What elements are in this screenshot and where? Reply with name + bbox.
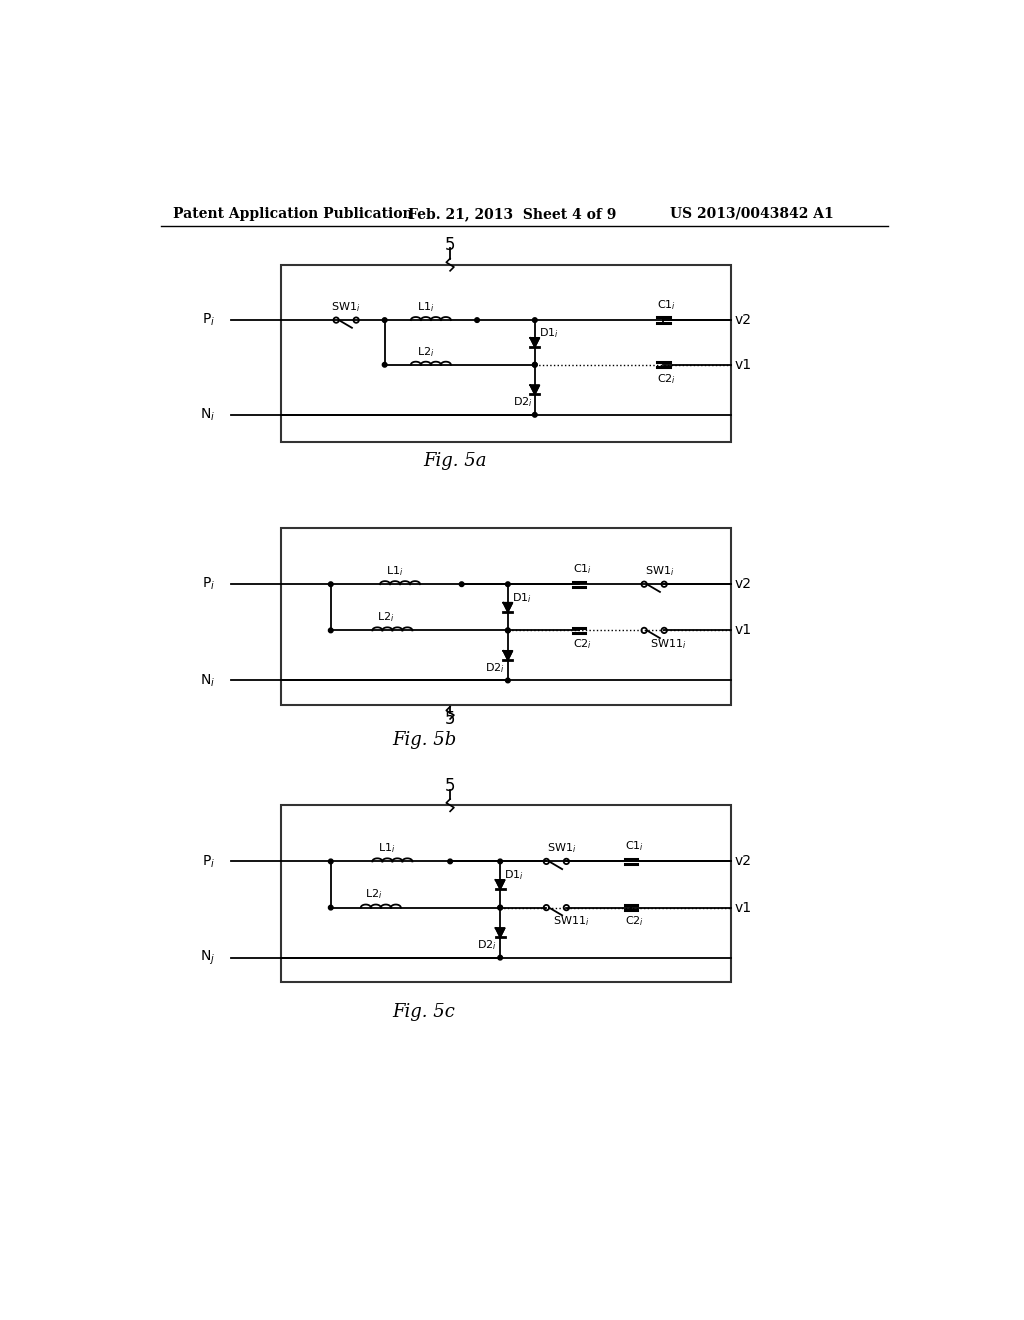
Circle shape xyxy=(329,859,333,863)
Text: C1$_i$: C1$_i$ xyxy=(572,562,592,576)
Text: v2: v2 xyxy=(735,313,752,327)
Text: SW1$_i$: SW1$_i$ xyxy=(547,841,577,855)
Text: Feb. 21, 2013  Sheet 4 of 9: Feb. 21, 2013 Sheet 4 of 9 xyxy=(408,207,616,220)
Text: v1: v1 xyxy=(735,623,753,638)
Text: SW1$_i$: SW1$_i$ xyxy=(645,564,674,578)
Circle shape xyxy=(532,318,538,322)
Text: v1: v1 xyxy=(735,358,753,372)
Circle shape xyxy=(382,318,387,322)
Text: C2$_i$: C2$_i$ xyxy=(657,372,676,385)
Text: D2$_i$: D2$_i$ xyxy=(477,939,497,952)
Text: L2$_i$: L2$_i$ xyxy=(417,345,434,359)
Polygon shape xyxy=(496,880,505,890)
Bar xyxy=(281,805,731,982)
Text: L2$_i$: L2$_i$ xyxy=(377,610,394,624)
Polygon shape xyxy=(496,928,505,937)
Text: C1$_i$: C1$_i$ xyxy=(625,840,644,853)
Text: US 2013/0043842 A1: US 2013/0043842 A1 xyxy=(670,207,834,220)
Text: C1$_i$: C1$_i$ xyxy=(657,298,676,312)
Text: SW11$_i$: SW11$_i$ xyxy=(650,638,687,651)
Text: P$_i$: P$_i$ xyxy=(202,312,215,329)
Text: P$_i$: P$_i$ xyxy=(202,576,215,593)
Circle shape xyxy=(329,906,333,909)
Circle shape xyxy=(460,582,464,586)
Text: D2$_i$: D2$_i$ xyxy=(484,661,505,675)
Circle shape xyxy=(498,956,503,960)
Text: N$_i$: N$_i$ xyxy=(200,407,215,422)
Bar xyxy=(281,264,731,442)
Text: L2$_i$: L2$_i$ xyxy=(366,887,383,902)
Text: v2: v2 xyxy=(735,577,752,591)
Text: v1: v1 xyxy=(735,900,753,915)
Circle shape xyxy=(329,628,333,632)
Polygon shape xyxy=(530,385,540,395)
Circle shape xyxy=(498,906,503,909)
Text: D1$_i$: D1$_i$ xyxy=(512,591,531,605)
Circle shape xyxy=(506,582,510,586)
Text: SW1$_i$: SW1$_i$ xyxy=(331,300,360,314)
Bar xyxy=(281,528,731,705)
Circle shape xyxy=(498,906,503,909)
Circle shape xyxy=(382,363,387,367)
Circle shape xyxy=(506,628,510,632)
Polygon shape xyxy=(503,603,512,612)
Text: v2: v2 xyxy=(735,854,752,869)
Text: 5: 5 xyxy=(444,710,456,727)
Text: N$_i$: N$_i$ xyxy=(200,672,215,689)
Text: 5: 5 xyxy=(444,777,456,795)
Polygon shape xyxy=(530,338,540,347)
Text: C2$_i$: C2$_i$ xyxy=(625,915,644,928)
Text: Fig. 5a: Fig. 5a xyxy=(423,451,486,470)
Text: L1$_i$: L1$_i$ xyxy=(379,841,396,855)
Circle shape xyxy=(506,678,510,682)
Text: D1$_i$: D1$_i$ xyxy=(504,869,524,882)
Polygon shape xyxy=(503,651,512,660)
Text: C2$_i$: C2$_i$ xyxy=(572,638,592,651)
Text: N$_j$: N$_j$ xyxy=(200,949,215,966)
Text: SW11$_i$: SW11$_i$ xyxy=(553,915,589,928)
Text: Fig. 5c: Fig. 5c xyxy=(392,1003,456,1020)
Circle shape xyxy=(329,582,333,586)
Circle shape xyxy=(532,363,538,367)
Text: Patent Application Publication: Patent Application Publication xyxy=(173,207,413,220)
Circle shape xyxy=(532,363,538,367)
Text: P$_i$: P$_i$ xyxy=(202,853,215,870)
Circle shape xyxy=(475,318,479,322)
Text: L1$_i$: L1$_i$ xyxy=(417,300,434,314)
Circle shape xyxy=(532,413,538,417)
Text: Fig. 5b: Fig. 5b xyxy=(392,731,457,748)
Circle shape xyxy=(447,859,453,863)
Circle shape xyxy=(498,859,503,863)
Text: L1$_i$: L1$_i$ xyxy=(386,564,403,578)
Circle shape xyxy=(506,628,510,632)
Text: D2$_i$: D2$_i$ xyxy=(513,395,534,409)
Text: 5: 5 xyxy=(444,236,456,255)
Text: D1$_i$: D1$_i$ xyxy=(539,326,558,341)
